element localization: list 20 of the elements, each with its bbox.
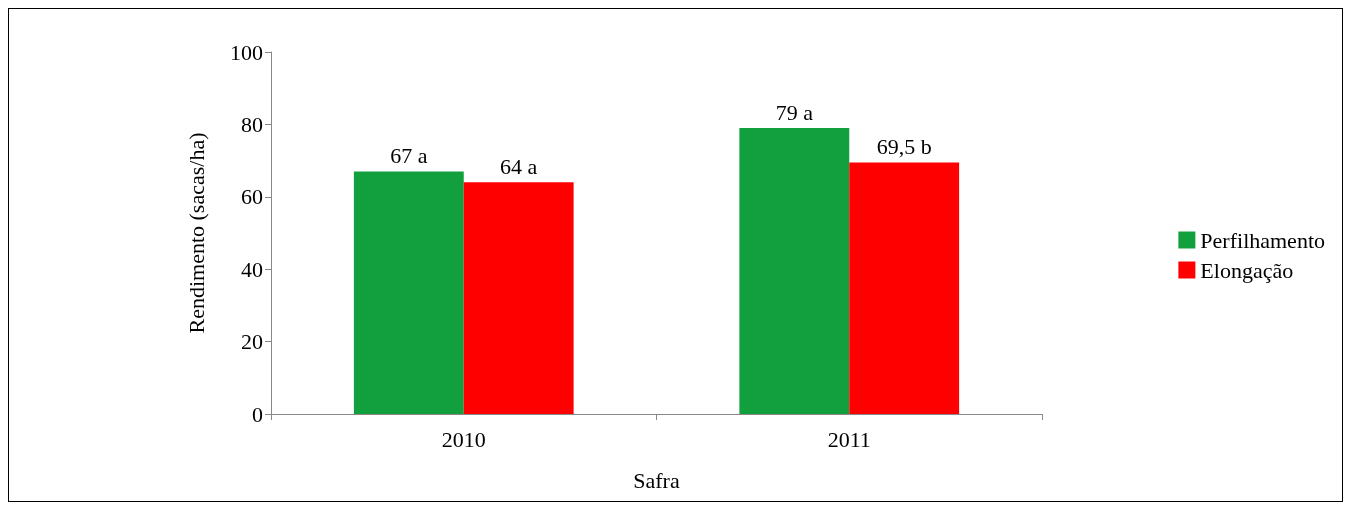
x-axis-title: Safra <box>633 467 680 493</box>
bar <box>463 182 574 414</box>
bar <box>353 171 464 414</box>
y-axis-title: Rendimento (sacas/ha) <box>183 132 209 334</box>
y-tick-label: 80 <box>241 111 263 137</box>
legend-label: Elongação <box>1200 257 1294 283</box>
x-tick-label: 2011 <box>827 426 871 452</box>
y-tick-label: 100 <box>230 39 263 65</box>
data-label: 67 a <box>390 142 428 168</box>
legend-label: Perfilhamento <box>1200 227 1326 253</box>
data-label: 69,5 b <box>876 133 932 159</box>
y-tick-label: 60 <box>241 184 263 210</box>
y-tick-label: 0 <box>252 401 263 427</box>
data-label: 79 a <box>775 99 814 125</box>
bar <box>739 128 850 414</box>
bar <box>849 162 960 414</box>
data-label: 64 a <box>500 153 538 179</box>
x-tick-label: 2010 <box>441 426 486 452</box>
y-tick-label: 40 <box>241 256 263 282</box>
y-tick-label: 20 <box>241 329 263 355</box>
